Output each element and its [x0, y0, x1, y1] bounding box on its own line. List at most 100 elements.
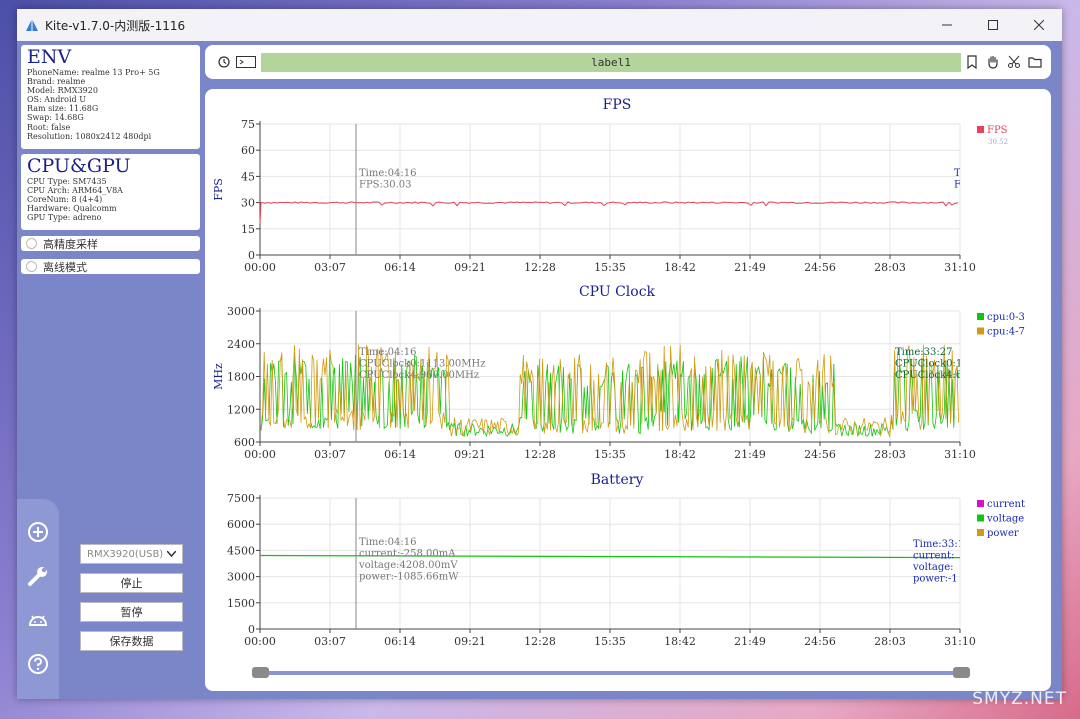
y-tick-label: 7500 [227, 492, 255, 505]
tooltip-right-text: T [954, 168, 961, 179]
x-tick-label: 15:35 [594, 261, 626, 274]
chart-title: CPU Clock [579, 284, 656, 300]
y-tick-label: 60 [241, 144, 255, 157]
offline-mode-label: 离线模式 [43, 260, 87, 274]
y-tick-label: 15 [241, 223, 255, 236]
legend-label: power [987, 528, 1019, 539]
cpugpu-line: CPU Type: SM7435 [27, 177, 107, 186]
chevron-down-icon [167, 551, 176, 557]
x-tick-label: 28:03 [874, 635, 906, 648]
x-tick-label: 12:28 [524, 448, 556, 461]
maximize-icon [988, 20, 998, 30]
label-field[interactable]: label1 [261, 53, 961, 72]
legend-swatch [977, 500, 984, 507]
range-slider-handle-right [953, 667, 970, 678]
y-tick-label: 3000 [227, 571, 255, 584]
radio-button[interactable] [26, 261, 37, 272]
hand-icon[interactable] [986, 55, 1000, 69]
cpugpu-title: CPU&GPU [27, 155, 131, 177]
device-select-value: RMX3920(USB) [87, 548, 164, 560]
x-tick-label: 18:42 [664, 261, 696, 274]
env-line: Ram size: 11.68G [27, 104, 99, 114]
chart-title: FPS [603, 97, 632, 113]
x-tick-label: 09:21 [454, 635, 486, 648]
x-tick-label: 21:49 [734, 635, 766, 648]
close-button[interactable] [1016, 9, 1062, 41]
bookmark-icon[interactable] [965, 55, 979, 69]
x-tick-label: 21:49 [734, 261, 766, 274]
cpugpu-panel: CPU&GPU CPU Type: SM7435 CPU Arch: ARM64… [21, 154, 200, 230]
range-slider-handle-left [252, 667, 269, 678]
tooltip-right-text: Time:33:27 [895, 347, 952, 358]
folder-icon[interactable] [1028, 55, 1042, 69]
tooltip-text: CPUClock4:960.00MHz [359, 370, 479, 381]
tooltip-right-text: current: [913, 551, 954, 562]
tooltip-text: current:-258.00mA [359, 549, 456, 560]
refresh-icon[interactable] [217, 55, 231, 69]
env-line: Swap: 14.68G [27, 113, 84, 123]
cpu0-series-line [260, 354, 959, 438]
env-line: Resolution: 1080x2412 480dpi [27, 131, 152, 141]
add-icon[interactable] [27, 521, 49, 543]
x-tick-label: 31:10 [944, 635, 976, 648]
x-tick-label: 24:56 [804, 635, 836, 648]
tooltip-text: Time:04:16 [359, 347, 416, 358]
env-line: Brand: realme [27, 77, 86, 87]
cpugpu-line: CoreNum: 8 (4+4) [27, 195, 103, 205]
maximize-button[interactable] [970, 9, 1016, 41]
x-tick-label: 31:10 [944, 261, 976, 274]
toolbar: label1 [205, 45, 1051, 79]
y-tick-label: 0 [248, 249, 255, 262]
x-tick-label: 00:00 [244, 448, 276, 461]
wrench-icon[interactable] [27, 565, 49, 587]
tooltip-right-text: power:-1 [913, 574, 958, 585]
env-panel: ENV PhoneName: realme 13 Pro+ 5G Brand: … [21, 45, 200, 149]
minimize-button[interactable] [924, 9, 970, 41]
legend-swatch [977, 313, 984, 320]
app-window: Kite-v1.7.0-内测版-1116 ENV PhoneName: real… [17, 9, 1062, 699]
x-tick-label: 18:42 [664, 635, 696, 648]
scissors-icon[interactable] [1007, 55, 1021, 69]
x-tick-label: 06:14 [384, 448, 416, 461]
radio-button[interactable] [26, 238, 37, 249]
tooltip-text: Time:04:16 [359, 168, 416, 179]
tooltip-text: FPS:30.03 [359, 180, 412, 191]
device-select[interactable]: RMX3920(USB) [80, 544, 183, 564]
x-tick-label: 09:21 [454, 261, 486, 274]
y-axis-label: FPS [212, 178, 225, 201]
offline-mode-option[interactable]: 离线模式 [21, 259, 200, 274]
save-data-button[interactable]: 保存数据 [80, 631, 183, 651]
tooltip-text: CPUClock0:1113.00MHz [359, 359, 485, 370]
chart-title: Battery [591, 472, 644, 488]
voltage-series-line [259, 554, 961, 559]
charts-canvas: FPS 0 15 30 45 60 75 00:00 03:07 06:14 09:21 12:28 1… [212, 97, 1025, 678]
pause-button[interactable]: 暂停 [80, 602, 183, 622]
env-line: Root: false [27, 122, 71, 132]
legend-label: cpu:0-3 [987, 312, 1025, 323]
close-icon [1034, 20, 1044, 30]
y-tick-label: 45 [241, 170, 255, 183]
x-tick-label: 31:10 [944, 448, 976, 461]
y-tick-label: 75 [241, 118, 255, 131]
android-icon[interactable] [27, 609, 49, 631]
stop-button[interactable]: 停止 [80, 573, 183, 593]
legend-value: 30.52 [988, 138, 1008, 146]
minimize-icon [942, 24, 952, 26]
fps-series-line [259, 201, 959, 224]
x-tick-label: 15:35 [594, 635, 626, 648]
y-axis-label: MHz [212, 363, 225, 390]
x-tick-label: 12:28 [524, 261, 556, 274]
high-precision-label: 高精度采样 [43, 237, 98, 251]
high-precision-option[interactable]: 高精度采样 [21, 236, 200, 251]
tooltip-right-text: F [954, 180, 961, 191]
cpugpu-line: CPU Arch: ARM64_V8A [27, 186, 123, 196]
x-tick-label: 28:03 [874, 261, 906, 274]
x-tick-label: 24:56 [804, 448, 836, 461]
legend-label: voltage [986, 514, 1024, 525]
tooltip-right-text: CPUClock4:6 [895, 370, 962, 381]
x-tick-label: 28:03 [874, 448, 906, 461]
x-tick-label: 03:07 [314, 261, 346, 274]
terminal-icon[interactable] [236, 55, 256, 69]
help-icon[interactable] [27, 653, 49, 675]
x-tick-label: 03:07 [314, 635, 346, 648]
